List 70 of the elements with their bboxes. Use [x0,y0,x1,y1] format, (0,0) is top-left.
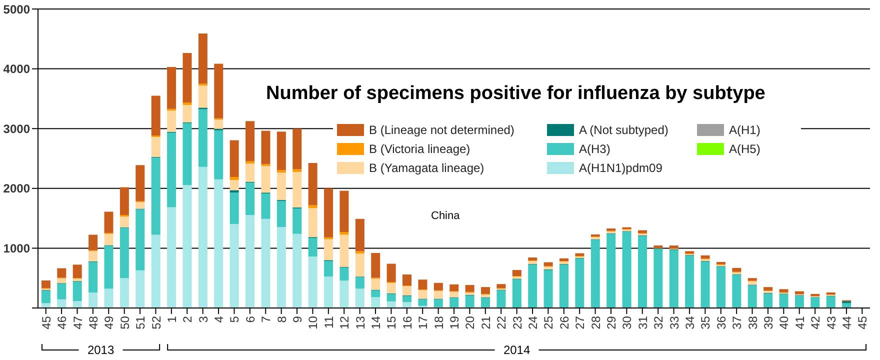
legend-label: A(H5) [729,142,760,156]
x-tick-label: 44 [840,316,854,330]
x-tick-label: 29 [604,316,618,330]
x-tick-label: 47 [70,316,85,330]
x-tick-label: 9 [290,316,305,323]
x-tick-label: 31 [636,316,650,330]
x-tick-label: 7 [259,316,274,323]
y-tick-label: 2000 [3,182,30,196]
x-tick-label: 51 [134,316,148,330]
legend-label: B (Yamagata lineage) [369,160,484,174]
y-tick-label: 5000 [3,2,30,16]
y-tick-label: 1000 [3,241,30,256]
x-tick-label: 32 [652,316,666,330]
legend-label: B (Lineage not determined) [369,122,514,136]
x-tick-label: 28 [588,316,603,330]
x-tick-label: 35 [698,316,713,330]
x-tick-label: 23 [510,316,524,330]
x-tick-label: 17 [416,316,430,330]
x-tick-label: 37 [730,316,744,330]
legend-label: A (Not subtyped) [579,122,668,136]
x-tick-label: 39 [761,316,776,330]
x-tick-label: 46 [55,316,70,330]
x-tick-label: 1 [164,316,179,323]
x-tick-label: 38 [746,316,760,330]
annotation: China [425,207,466,225]
x-tick-label: 30 [620,316,634,330]
x-tick-label: 22 [494,316,509,330]
x-tick-label: 36 [714,316,728,330]
x-tick-label: 5 [228,316,242,323]
x-tick-label: 18 [432,316,446,330]
x-tick-label: 27 [573,316,588,330]
y-tick-label: 4000 [3,62,30,76]
legend-label: A(H3) [579,142,610,156]
x-tick-label: 21 [478,316,493,330]
x-tick-label: 25 [542,316,556,330]
x-tick-label: 50 [118,316,132,330]
x-tick-label: 20 [463,316,478,330]
x-tick-label: 45 [39,316,54,330]
x-tick-label: 6 [243,316,258,323]
x-tick-label: 12 [338,316,352,330]
legend-label: A(H1N1)pdm09 [579,160,662,174]
x-tick-label: 15 [384,316,399,330]
x-tick-label: 2 [180,316,195,323]
text: Number of specimens positive for influenza by subtype [262,82,770,106]
y-tick-label: 3000 [3,122,30,136]
legend-label: A(H1) [729,122,760,136]
x-tick-label: 8 [274,316,289,323]
x-tick-label: 42 [808,316,823,330]
x-tick-label: 24 [526,316,540,330]
x-tick-label: 41 [792,316,807,330]
x-tick-label: 10 [306,316,320,330]
x-tick-label: 16 [400,316,414,330]
text: 2014 [503,343,530,357]
x-tick-label: 26 [557,316,572,330]
x-tick-label: 52 [149,316,164,330]
x-tick-label: 48 [86,316,100,330]
x-tick-label: 19 [448,316,462,330]
x-tick-label: 49 [102,316,116,330]
x-tick-label: 40 [777,316,792,330]
x-tick-label: 13 [353,316,368,330]
text: 2013 [87,343,114,357]
x-tick-label: 14 [369,316,384,330]
x-tick-label: 3 [196,316,210,323]
x-tick-label: 33 [667,316,682,330]
x-tick-label: 34 [682,316,697,330]
x-tick-label: 4 [212,316,226,323]
x-tick-label: 11 [322,316,336,328]
legend-label: B (Victoria lineage) [369,142,470,156]
x-tick-label: 45 [856,316,870,330]
x-tick-label: 43 [824,316,838,330]
